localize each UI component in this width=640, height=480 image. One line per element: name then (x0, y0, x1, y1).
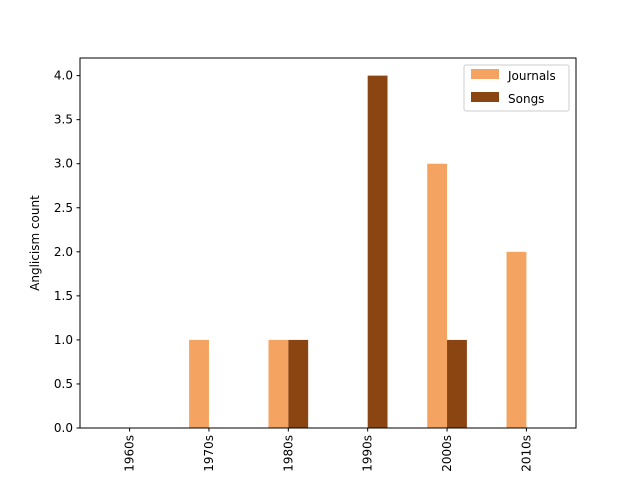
legend-swatch-journals (471, 69, 499, 79)
y-tick-label: 4.0 (54, 69, 73, 83)
x-axis: 1960s 1970s 1980s 1990s 2000s 2010s (123, 428, 533, 472)
legend-label-journals: Journals (507, 69, 556, 83)
bars-layer (189, 75, 527, 428)
x-tick-label: 1970s (202, 435, 216, 472)
y-tick-label: 2.5 (54, 201, 73, 215)
y-tick-label: 1.5 (54, 289, 73, 303)
y-axis-label: Anglicism count (28, 195, 42, 291)
x-tick-label: 1960s (123, 435, 137, 472)
legend: Journals Songs (463, 64, 570, 112)
y-tick-label: 3.0 (54, 157, 73, 171)
x-tick-label: 1990s (361, 435, 375, 472)
plot-frame (79, 57, 577, 429)
bar-journals-2000s (427, 163, 448, 428)
bar-journals-1980s (268, 339, 289, 428)
y-axis: 0.0 0.5 1.0 1.5 2.0 2.5 3.0 3.5 4.0 (54, 69, 80, 435)
bar-songs-2000s (447, 339, 467, 428)
y-tick-label: 0.5 (54, 377, 73, 391)
bar-songs-1990s (367, 75, 388, 428)
bar-songs-1980s (288, 339, 309, 428)
bar-journals-1970s (189, 339, 209, 428)
x-tick-label: 1980s (281, 435, 295, 472)
x-tick-label: 2010s (519, 435, 533, 472)
x-tick-label: 2000s (440, 435, 454, 472)
y-tick-label: 1.0 (54, 333, 73, 347)
legend-label-songs: Songs (508, 92, 544, 106)
y-tick-label: 0.0 (54, 421, 73, 435)
y-tick-label: 3.5 (54, 113, 73, 127)
y-tick-label: 2.0 (54, 245, 73, 259)
legend-swatch-songs (471, 92, 499, 102)
bar-journals-2010s (506, 251, 527, 428)
